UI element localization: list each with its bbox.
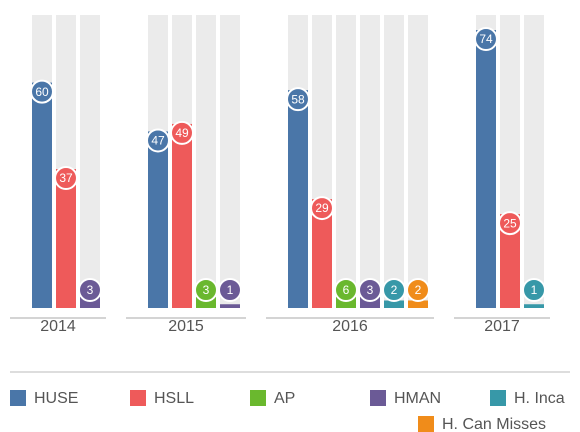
value-badge bbox=[498, 211, 522, 236]
x-tick-label: 2017 bbox=[484, 318, 520, 335]
legend-label: H. Can Misses bbox=[442, 416, 546, 432]
bar bbox=[148, 131, 168, 308]
legend-label: HMAN bbox=[394, 390, 441, 407]
value-badge bbox=[358, 278, 382, 302]
bar bbox=[220, 304, 240, 308]
bar-track bbox=[384, 15, 404, 308]
value-label: 3 bbox=[203, 283, 210, 297]
legend-label: HSLL bbox=[154, 390, 194, 407]
bar bbox=[408, 300, 428, 308]
value-label: 25 bbox=[503, 216, 517, 230]
legend-label: HUSE bbox=[34, 390, 78, 407]
bar bbox=[500, 214, 520, 308]
legend-label: H. Inca bbox=[514, 390, 565, 407]
value-label: 3 bbox=[367, 283, 374, 297]
value-badge bbox=[310, 196, 334, 221]
bar bbox=[32, 82, 52, 308]
value-label: 1 bbox=[227, 283, 234, 297]
value-label: 6 bbox=[343, 283, 350, 297]
bar-track bbox=[360, 15, 380, 308]
value-badge bbox=[406, 278, 430, 302]
value-badge bbox=[30, 79, 54, 104]
bar bbox=[288, 90, 308, 308]
bar bbox=[384, 300, 404, 308]
bar-track bbox=[524, 15, 544, 308]
bar-track bbox=[336, 15, 356, 308]
value-label: 58 bbox=[291, 92, 305, 106]
x-tick-label: 2015 bbox=[168, 318, 204, 335]
x-tick-label: 2014 bbox=[40, 318, 76, 335]
value-label: 3 bbox=[87, 283, 94, 297]
value-label: 2 bbox=[391, 283, 398, 297]
value-badge bbox=[78, 278, 102, 302]
legend-swatch bbox=[370, 390, 386, 406]
value-label: 49 bbox=[175, 126, 189, 140]
bar-track bbox=[408, 15, 428, 308]
value-badge bbox=[334, 278, 358, 302]
value-label: 60 bbox=[35, 85, 49, 99]
bar bbox=[312, 199, 332, 308]
legend-swatch bbox=[10, 390, 26, 406]
bar bbox=[172, 123, 192, 308]
value-badge bbox=[474, 27, 498, 52]
value-badge bbox=[522, 278, 546, 302]
bar bbox=[476, 30, 496, 309]
value-badge bbox=[170, 120, 194, 145]
bar bbox=[196, 296, 216, 308]
value-badge bbox=[194, 278, 218, 302]
value-badge bbox=[382, 278, 406, 302]
value-badge bbox=[286, 87, 310, 112]
bar bbox=[56, 169, 76, 308]
value-badge bbox=[218, 278, 242, 302]
value-label: 1 bbox=[531, 283, 538, 297]
value-label: 37 bbox=[59, 171, 73, 185]
value-label: 74 bbox=[479, 32, 493, 46]
x-tick-label: 2016 bbox=[332, 318, 368, 335]
legend-label: AP bbox=[274, 390, 295, 407]
bar bbox=[524, 304, 544, 308]
bar bbox=[360, 296, 380, 308]
value-label: 2 bbox=[415, 283, 422, 297]
legend-swatch bbox=[130, 390, 146, 406]
bar-track bbox=[220, 15, 240, 308]
value-label: 29 bbox=[315, 201, 329, 215]
legend-swatch bbox=[490, 390, 506, 406]
value-badge bbox=[54, 166, 78, 191]
value-badge bbox=[146, 128, 170, 153]
legend-swatch bbox=[418, 416, 434, 432]
bar bbox=[80, 296, 100, 308]
bar-track bbox=[80, 15, 100, 308]
legend-swatch bbox=[250, 390, 266, 406]
bar-track bbox=[196, 15, 216, 308]
value-label: 47 bbox=[151, 134, 165, 148]
